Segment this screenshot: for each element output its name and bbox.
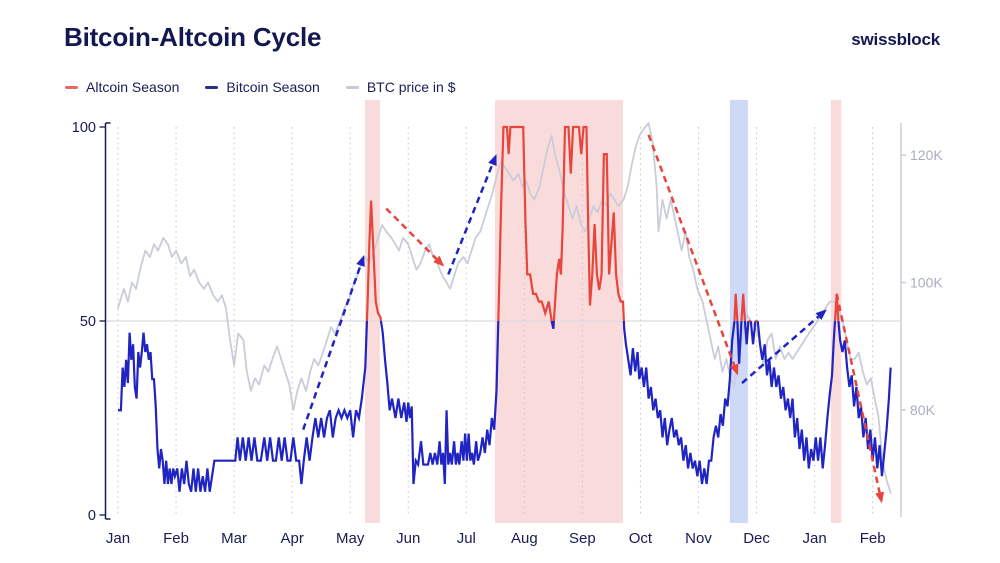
trend-arrows <box>301 134 885 504</box>
legend-label-altcoin-season: Altcoin Season <box>86 79 180 95</box>
x-tick-label: Oct <box>629 530 653 547</box>
trend-arrow-head <box>488 154 497 167</box>
trend-arrow-head <box>815 309 827 320</box>
btc-price-swatch-icon <box>345 85 359 89</box>
trend-arrow-shaft <box>647 134 736 366</box>
altcoin-season-line <box>365 125 840 323</box>
left-axis-tick-label: 0 <box>88 508 96 524</box>
trend-arrow-shaft <box>385 207 438 260</box>
trend-arrow-head <box>729 363 739 376</box>
x-tick-label: Feb <box>860 530 886 547</box>
trend-arrow-shaft <box>741 315 820 385</box>
x-tick-label: Mar <box>221 530 247 547</box>
x-tick-label: Feb <box>163 530 189 547</box>
legend-item-altcoin-season: Altcoin Season <box>65 79 179 95</box>
trend-arrow-head <box>875 491 885 504</box>
trend-arrow-shaft <box>835 293 881 493</box>
x-tick-label: Jun <box>396 530 420 547</box>
x-tick-label: Jan <box>803 530 827 547</box>
bitcoin-season-band <box>729 100 748 523</box>
right-axis-tick-label: 100K <box>910 275 943 291</box>
trend-arrow-head <box>356 255 365 267</box>
brand-logo: swissblock <box>851 30 940 49</box>
x-tick-label: Jul <box>457 530 476 547</box>
altcoin-season-band <box>365 100 380 523</box>
x-tick-label: Jan <box>106 530 130 547</box>
trend-arrow-shaft <box>447 163 494 275</box>
altcoin-season-swatch-icon <box>65 85 78 89</box>
left-axis: 100 50 0 <box>72 120 111 524</box>
left-axis-tick-label: 100 <box>72 120 96 136</box>
right-axis: 120K 100K 80K <box>900 123 943 517</box>
left-axis-tick-label: 50 <box>80 314 96 330</box>
x-tick-label: Dec <box>743 530 770 547</box>
trend-arrow-shaft <box>301 265 362 431</box>
x-tick-label: May <box>336 530 365 547</box>
x-tick-label: Apr <box>280 530 303 547</box>
legend-label-bitcoin-season: Bitcoin Season <box>226 79 320 95</box>
bitcoin-season-swatch-icon <box>205 85 219 89</box>
page-title: Bitcoin-Altcoin Cycle <box>64 22 322 52</box>
legend-label-btc-price: BTC price in $ <box>366 79 456 95</box>
x-tick-label: Nov <box>685 530 712 547</box>
right-axis-tick-label: 80K <box>910 402 936 418</box>
x-axis-labels: Jan Feb Mar Apr May Jun Jul Aug Sep Oct Nov Dec Jan F… <box>106 530 886 547</box>
season-index-layer <box>118 125 892 493</box>
trend-arrow-head <box>433 255 445 267</box>
legend: Altcoin Season Bitcoin Season BTC price … <box>65 79 456 95</box>
right-axis-tick-label: 120K <box>910 147 943 163</box>
legend-item-bitcoin-season: Bitcoin Season <box>205 79 320 95</box>
x-tick-label: Aug <box>511 530 538 547</box>
legend-item-btc-price: BTC price in $ <box>345 79 456 95</box>
x-tick-label: Sep <box>569 530 596 547</box>
